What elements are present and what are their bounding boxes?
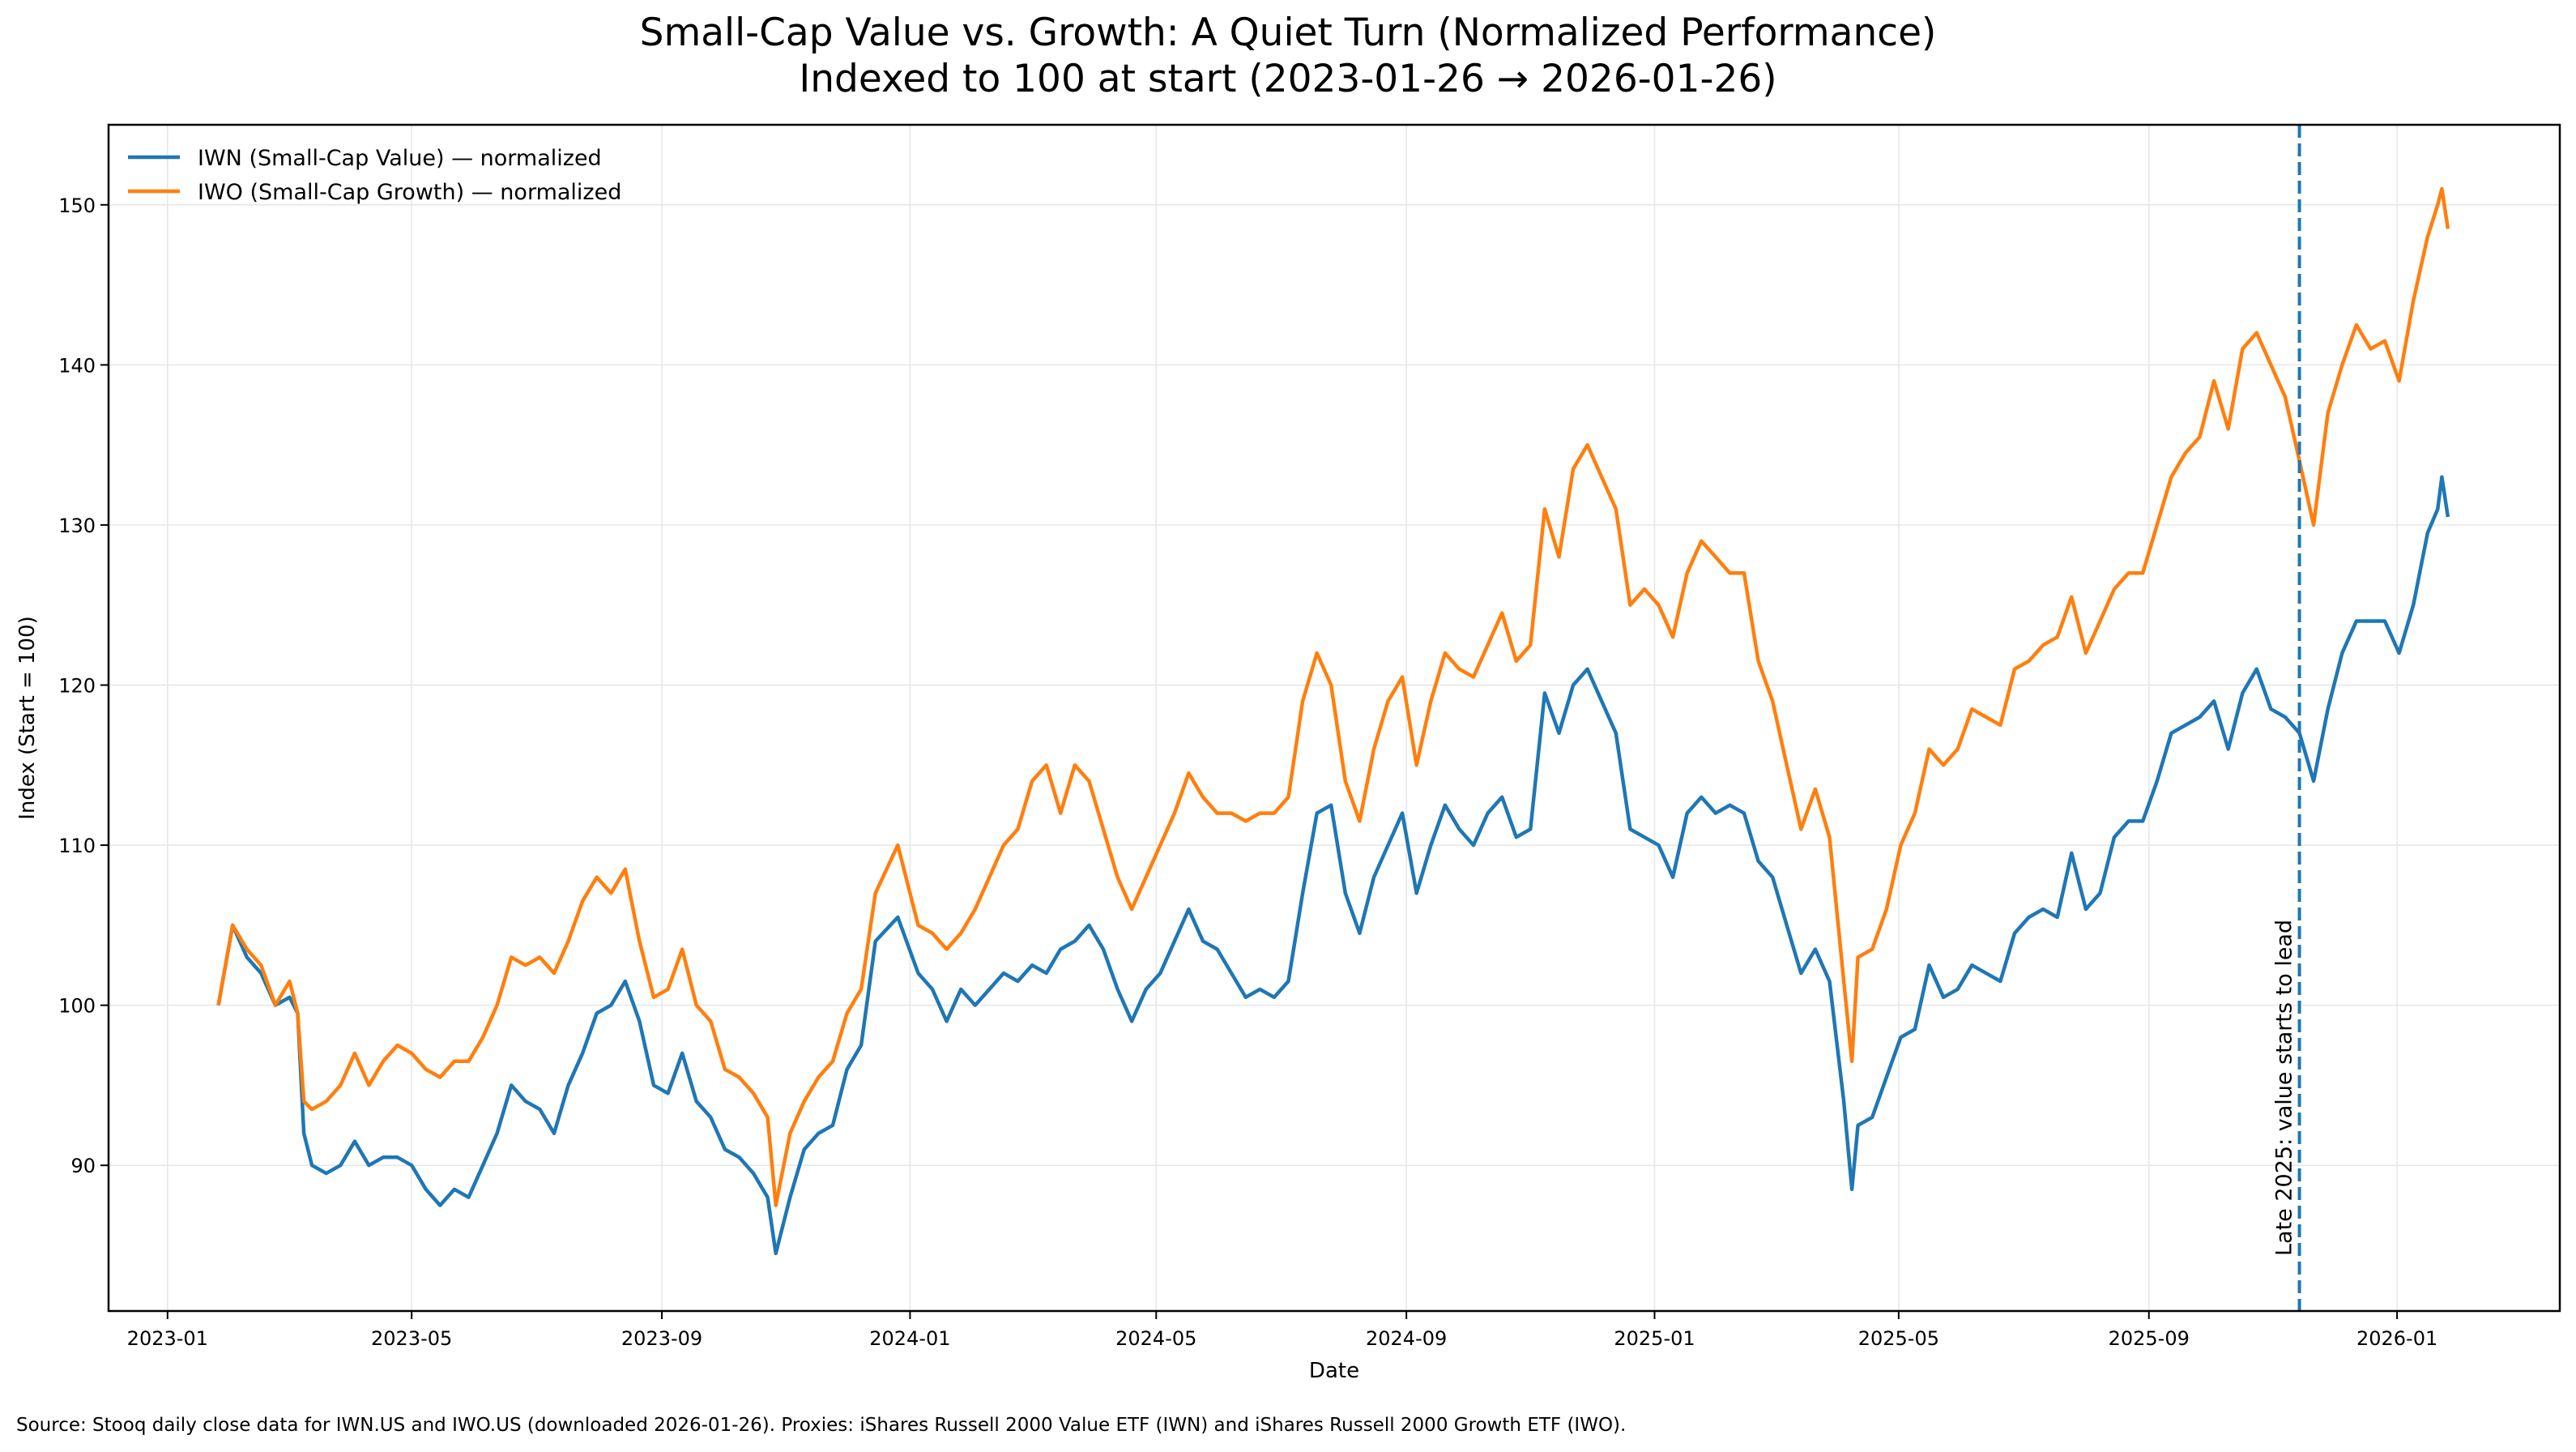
series-line-iwn (216, 475, 2450, 1256)
plot-area (216, 186, 2450, 1256)
legend-item: IWO (Small-Cap Growth) — normalized (128, 180, 621, 205)
x-tick-label: 2025-05 (1858, 1327, 1939, 1350)
x-tick-label: 2024-05 (1115, 1327, 1196, 1350)
grid-lines (109, 125, 2560, 1311)
x-axis: 2023-01 2023-05 2023-09 2024-01 2024-05 2024-… (127, 1311, 2437, 1350)
y-tick-label: 90 (70, 1155, 96, 1177)
series-line-iwo (216, 186, 2450, 1207)
x-tick-label: 2023-09 (621, 1327, 702, 1350)
x-tick-label: 2025-01 (1614, 1327, 1695, 1350)
x-axis-label: Date (1309, 1359, 1359, 1383)
y-tick-label: 100 (58, 995, 96, 1018)
y-tick-label: 130 (58, 515, 96, 537)
y-tick-label: 120 (58, 674, 96, 697)
y-axis-label: Index (Start = 100) (15, 616, 40, 820)
x-tick-label: 2024-09 (1366, 1327, 1447, 1350)
chart-subtitle: Indexed to 100 at start (2023-01-26 → 20… (799, 57, 1776, 101)
x-tick-label: 2026-01 (2356, 1327, 2437, 1350)
x-tick-label: 2023-01 (127, 1327, 208, 1350)
legend-label: IWO (Small-Cap Growth) — normalized (198, 180, 621, 205)
annotation-group: Late 2025: value starts to lead (2272, 125, 2301, 1311)
legend-label: IWN (Small-Cap Value) — normalized (198, 146, 602, 171)
y-axis: 90 100 110 120 130 140 150 (58, 194, 109, 1177)
source-note: Source: Stooq daily close data for IWN.U… (16, 1415, 1626, 1436)
x-tick-label: 2024-01 (869, 1327, 950, 1350)
chart-title: Small-Cap Value vs. Growth: A Quiet Turn… (640, 11, 1937, 55)
y-tick-label: 150 (58, 194, 96, 217)
y-tick-label: 140 (58, 354, 96, 377)
x-tick-label: 2025-09 (2109, 1327, 2190, 1350)
legend-item: IWN (Small-Cap Value) — normalized (128, 146, 602, 171)
y-tick-label: 110 (58, 835, 96, 857)
legend: IWN (Small-Cap Value) — normalized IWO (S… (128, 146, 621, 205)
x-tick-label: 2023-05 (371, 1327, 452, 1350)
axes-frame (107, 123, 2561, 1313)
annotation-text: Late 2025: value starts to lead (2272, 920, 2297, 1256)
